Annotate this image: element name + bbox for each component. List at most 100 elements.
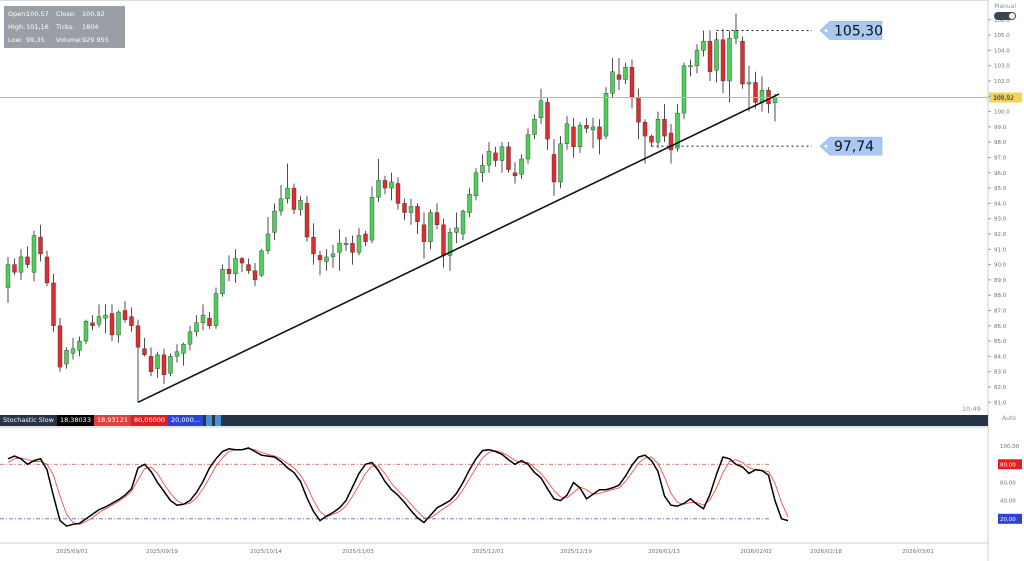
candle-body xyxy=(142,348,147,356)
auto-label: Auto xyxy=(1002,415,1016,422)
candle-body xyxy=(18,256,24,273)
y-tick-label: 105.0 xyxy=(994,33,1010,39)
indicator-name[interactable]: Stochastic Slow xyxy=(3,416,54,424)
candle-body xyxy=(532,119,537,135)
candle-body xyxy=(720,39,726,82)
candle-body xyxy=(226,268,232,274)
candle-body xyxy=(662,119,667,137)
candle-body xyxy=(103,314,108,319)
candle-body xyxy=(668,132,674,151)
candle-body xyxy=(356,235,362,253)
candle-body xyxy=(350,242,355,253)
candle-body xyxy=(207,317,212,326)
x-tick-label: 2025/09/01 xyxy=(56,549,88,555)
y-tick-label: 95.0 xyxy=(994,186,1007,192)
candle-body xyxy=(5,264,11,288)
high-value: 101,16 xyxy=(26,23,49,31)
high-label: High: xyxy=(8,23,26,31)
candle-body xyxy=(610,71,615,94)
candle-body xyxy=(233,258,238,274)
candle-body xyxy=(512,172,518,177)
candle-body xyxy=(538,100,544,118)
time-axis[interactable]: 2025/09/01 2025/09/19 2025/10/14 2025/11/03… xyxy=(56,549,934,555)
candle-body xyxy=(603,93,609,137)
y-tick-label: 90.0 xyxy=(994,263,1007,269)
settings-icon[interactable] xyxy=(205,415,212,426)
y-tick-label: 91.0 xyxy=(994,247,1007,253)
annotation-dot xyxy=(824,29,828,32)
candle-body xyxy=(12,264,17,273)
candle-body xyxy=(616,74,622,80)
y-tick-label: 96.0 xyxy=(994,171,1007,177)
candle-body xyxy=(337,242,342,253)
candle-body xyxy=(278,198,284,212)
close-icon[interactable] xyxy=(214,415,221,426)
candle-body xyxy=(135,325,141,348)
candle-body xyxy=(96,316,102,325)
close-value: 100,92 xyxy=(82,10,105,18)
y-tick-label: 98.0 xyxy=(994,140,1007,146)
stoch-tick-label: 80,00 xyxy=(1000,462,1016,468)
candle-body xyxy=(116,311,121,336)
candle-body xyxy=(395,183,401,204)
candle-body xyxy=(259,250,264,276)
candle-body xyxy=(317,255,323,261)
candle-body xyxy=(220,268,225,294)
candle-body xyxy=(584,125,589,129)
candle-body xyxy=(655,119,661,143)
candle-body xyxy=(252,270,258,281)
y-tick-label: 87.0 xyxy=(994,308,1007,314)
manual-label: Manual xyxy=(994,3,1016,10)
candle-body xyxy=(506,146,511,170)
candle-body xyxy=(759,89,765,103)
annotation-label: 105,30 xyxy=(834,23,883,39)
stoch-upper-value: 80,00000 xyxy=(130,415,168,426)
trendline xyxy=(137,93,780,404)
stoch-low-tag xyxy=(998,513,1022,524)
candle-body xyxy=(428,212,433,242)
stoch-lower-value: 20,000... xyxy=(167,415,203,426)
candle-body xyxy=(155,354,160,369)
stoch-tick-label: 20,00 xyxy=(1000,517,1016,523)
candles xyxy=(5,13,778,403)
candle-body xyxy=(434,212,440,226)
stoch-tick-label: 60,00 xyxy=(1000,480,1016,486)
candle-body xyxy=(51,282,56,326)
stochastic-panel: 100,00 80,00 60,00 40,00 20,00 xyxy=(0,426,1022,544)
overlays: 100,92 105,30 97,74 xyxy=(0,21,1022,404)
candle-body xyxy=(363,233,368,242)
candle-body xyxy=(415,206,420,222)
ticks-value: 1804 xyxy=(82,23,99,31)
candle-body xyxy=(272,210,277,233)
candle-body xyxy=(421,224,427,242)
stoch-tick-label: 40,00 xyxy=(1000,499,1016,505)
candle-body xyxy=(38,236,43,255)
candle-body xyxy=(701,40,706,51)
candle-body xyxy=(577,125,583,147)
candle-body xyxy=(493,152,498,161)
y-tick-label: 86.0 xyxy=(994,324,1007,330)
candle-body xyxy=(64,350,69,365)
y-tick-label: 103.0 xyxy=(994,64,1010,70)
x-tick-label: 2025/10/14 xyxy=(250,549,282,555)
volume-value: 929 955 xyxy=(82,36,109,44)
candle-body xyxy=(129,316,134,326)
manual-toggle[interactable] xyxy=(994,12,1016,20)
indicator-header: Stochastic Slow 18,38033 18,93121 80,000… xyxy=(0,415,988,426)
stoch-d-line xyxy=(7,448,789,525)
candle-body xyxy=(473,172,479,196)
low-label: Low: xyxy=(8,36,23,44)
candle-body xyxy=(467,193,472,213)
stoch-k-value: 18,38033 xyxy=(56,415,94,426)
candle-body xyxy=(545,102,550,140)
y-tick-label: 93.0 xyxy=(994,217,1007,223)
y-tick-label: 104.0 xyxy=(994,48,1010,54)
price-axis[interactable]: 81.0 82.0 83.0 84.0 85.0 86.0 87.0 88.0 89.0 90.0… xyxy=(988,18,1010,407)
candle-body xyxy=(447,232,453,256)
candle-body xyxy=(291,187,297,210)
candle-body xyxy=(194,322,199,333)
candle-body xyxy=(454,227,459,233)
open-label: Open: xyxy=(8,10,28,18)
candle-body xyxy=(590,126,596,131)
